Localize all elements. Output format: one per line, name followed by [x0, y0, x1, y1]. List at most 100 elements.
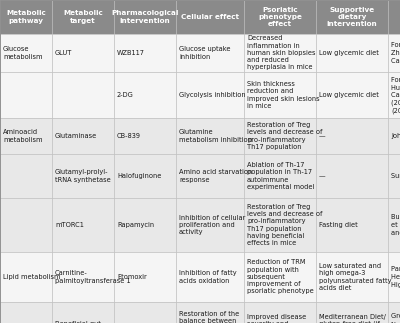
- Text: Reduction of TRM
population with
subsequent
improvement of
psoriatic phenotype: Reduction of TRM population with subsequ…: [247, 259, 314, 295]
- Text: Inhibition of fatty
acids oxidation: Inhibition of fatty acids oxidation: [179, 270, 237, 284]
- Bar: [52, 302, 114, 323]
- Bar: [176, 252, 244, 302]
- Bar: [176, 72, 244, 118]
- Bar: [176, 302, 244, 323]
- Text: Ford et al. (2018),
Zhang et al. (2018),
Castaldo et al. (2021): Ford et al. (2018), Zhang et al. (2018),…: [391, 42, 400, 64]
- Bar: [316, 118, 388, 154]
- Bar: [244, 72, 316, 118]
- Text: Glutaminase: Glutaminase: [55, 133, 97, 139]
- Text: —: —: [319, 173, 326, 179]
- Bar: [52, 198, 114, 252]
- Text: Low glycemic diet: Low glycemic diet: [319, 50, 379, 56]
- Bar: [244, 0, 316, 34]
- Text: Supportive
dietary
intervention: Supportive dietary intervention: [327, 7, 377, 27]
- Text: Glucose uptake
inhibition: Glucose uptake inhibition: [179, 47, 230, 60]
- Bar: [114, 0, 176, 34]
- Bar: [0, 0, 52, 34]
- Text: Restoration of Treg
levels and decrease of
pro-inflammatory
Th17 population: Restoration of Treg levels and decrease …: [247, 122, 322, 150]
- Text: Pharmacological
intervention: Pharmacological intervention: [111, 10, 179, 24]
- Bar: [0, 154, 52, 198]
- Bar: [316, 198, 388, 252]
- Bar: [316, 252, 388, 302]
- Bar: [0, 72, 52, 118]
- Text: Rapamycin: Rapamycin: [117, 222, 154, 228]
- Bar: [0, 118, 52, 154]
- Text: Halofuginone: Halofuginone: [117, 173, 161, 179]
- Text: mTORC1: mTORC1: [55, 222, 84, 228]
- Bar: [52, 72, 114, 118]
- Bar: [388, 34, 400, 72]
- Bar: [114, 154, 176, 198]
- Bar: [176, 154, 244, 198]
- Bar: [114, 118, 176, 154]
- Bar: [176, 34, 244, 72]
- Text: WZB117: WZB117: [117, 50, 145, 56]
- Bar: [114, 302, 176, 323]
- Text: —: —: [319, 133, 326, 139]
- Text: Glucose
metabolism: Glucose metabolism: [3, 47, 42, 60]
- Text: Glutamine
metabolism inhibition: Glutamine metabolism inhibition: [179, 130, 252, 143]
- Bar: [388, 302, 400, 323]
- Text: Pan et al. (2017),
Herbert et al. (2018),
Higashi et al. (2018): Pan et al. (2017), Herbert et al. (2018)…: [391, 266, 400, 288]
- Bar: [176, 118, 244, 154]
- Bar: [52, 252, 114, 302]
- Bar: [52, 34, 114, 72]
- Bar: [244, 34, 316, 72]
- Bar: [52, 118, 114, 154]
- Bar: [388, 72, 400, 118]
- Bar: [0, 198, 52, 252]
- Text: Improved disease
severity and
inflammation markers
decrease: Improved disease severity and inflammati…: [247, 314, 321, 323]
- Bar: [316, 72, 388, 118]
- Text: Low glycemic diet: Low glycemic diet: [319, 92, 379, 98]
- Bar: [388, 154, 400, 198]
- Bar: [316, 0, 388, 34]
- Bar: [388, 198, 400, 252]
- Bar: [114, 198, 176, 252]
- Bar: [316, 154, 388, 198]
- Text: Sundrud et al. (2009): Sundrud et al. (2009): [391, 173, 400, 179]
- Bar: [114, 34, 176, 72]
- Bar: [0, 34, 52, 72]
- Text: Skin thickness
reduction and
improved skin lesions
in mice: Skin thickness reduction and improved sk…: [247, 81, 320, 109]
- Text: Lipid metabolism: Lipid metabolism: [3, 274, 60, 280]
- Text: Ford et al. (2018),
Huang et al. (2019),
Castaldo et al.
(2021), Lin et al.
(202: Ford et al. (2018), Huang et al. (2019),…: [391, 77, 400, 113]
- Text: Carnitine-
palmitoyltransferase 1: Carnitine- palmitoyltransferase 1: [55, 270, 131, 284]
- Bar: [316, 302, 388, 323]
- Text: Decreased
inflammation in
human skin biopsies
and reduced
hyperplasia in mice: Decreased inflammation in human skin bio…: [247, 36, 316, 70]
- Text: Groeger et al. (2013),
Navarro-López et al.
(2019), Mohabi et al.
(2022): Groeger et al. (2013), Navarro-López et …: [391, 313, 400, 323]
- Bar: [388, 0, 400, 34]
- Text: Metabolic
pathway: Metabolic pathway: [6, 10, 46, 24]
- Text: Aminoacid
metabolism: Aminoacid metabolism: [3, 130, 42, 143]
- Text: Restoration of Treg
levels and decrease of
pro-inflammatory
Th17 population
havi: Restoration of Treg levels and decrease …: [247, 204, 322, 246]
- Bar: [114, 252, 176, 302]
- Text: Mediterranean Diet/
gluten-free diet (if
coeliac disease
coexists): Mediterranean Diet/ gluten-free diet (if…: [319, 314, 386, 323]
- Bar: [114, 72, 176, 118]
- Text: Restoration of the
balance between
beneficial and harmful
microorganisms in
the : Restoration of the balance between benef…: [179, 310, 254, 323]
- Bar: [388, 252, 400, 302]
- Text: Amino acid starvation
response: Amino acid starvation response: [179, 169, 252, 182]
- Text: Etomoxir: Etomoxir: [117, 274, 147, 280]
- Bar: [176, 0, 244, 34]
- Text: Buerger (2018), Ford
et al. (2018), de Cabo
and Mattson (2019): Buerger (2018), Ford et al. (2018), de C…: [391, 214, 400, 236]
- Text: Cellular effect: Cellular effect: [181, 14, 239, 20]
- Text: Metabolic
target: Metabolic target: [63, 10, 103, 24]
- Bar: [244, 198, 316, 252]
- Bar: [244, 302, 316, 323]
- Text: Johnson et al. (2018): Johnson et al. (2018): [391, 133, 400, 139]
- Text: Ablation of Th-17
population in Th-17
autoimmune
experimental model: Ablation of Th-17 population in Th-17 au…: [247, 162, 314, 190]
- Text: Inhibition of cellular
proliferation and
activity: Inhibition of cellular proliferation and…: [179, 215, 245, 235]
- Bar: [176, 198, 244, 252]
- Bar: [0, 252, 52, 302]
- Bar: [244, 118, 316, 154]
- Text: Beneficial gut
microbiota: Beneficial gut microbiota: [55, 321, 101, 323]
- Bar: [52, 154, 114, 198]
- Text: CB-839: CB-839: [117, 133, 141, 139]
- Text: Glycolysis inhibition: Glycolysis inhibition: [179, 92, 246, 98]
- Text: Fasting diet: Fasting diet: [319, 222, 358, 228]
- Bar: [52, 0, 114, 34]
- Text: Glutamyl-prolyl-
tRNA synthetase: Glutamyl-prolyl- tRNA synthetase: [55, 169, 111, 182]
- Bar: [0, 302, 52, 323]
- Text: 2-DG: 2-DG: [117, 92, 134, 98]
- Text: Low saturated and
high omega-3
polyunsaturated fatty
acids diet: Low saturated and high omega-3 polyunsat…: [319, 263, 392, 291]
- Text: Psoriatic
phenotype
effect: Psoriatic phenotype effect: [258, 7, 302, 27]
